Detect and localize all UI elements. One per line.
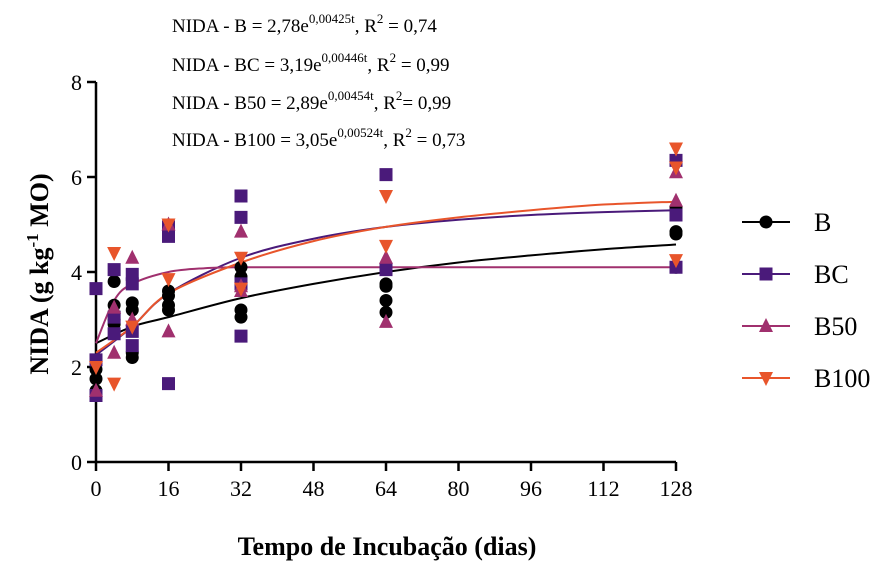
data-point-bc (379, 263, 393, 277)
data-point-b100 (669, 142, 683, 157)
data-point-b100 (89, 361, 103, 375)
equations: NIDA - B = 2,78e0,00425t, R2 = 0,74 NIDA… (172, 11, 465, 151)
y-tick-label: 8 (71, 70, 82, 95)
data-points (89, 142, 683, 402)
fit-curve-b100 (95, 200, 677, 354)
data-point-bc (125, 277, 139, 291)
data-point-b100 (234, 282, 248, 297)
legend-label-bc: BC (814, 260, 849, 289)
fit-curve-b (95, 243, 677, 345)
data-point-b (162, 289, 175, 303)
data-point-b100 (379, 239, 393, 254)
legend-label-b100: B100 (814, 364, 870, 393)
data-point-b100 (669, 161, 683, 176)
data-point-bc (234, 189, 248, 203)
x-tick-label: 64 (375, 476, 397, 501)
data-point-b100 (107, 247, 122, 261)
legend-label-b: B (814, 208, 831, 237)
x-tick-label: 96 (520, 476, 542, 501)
data-point-b100 (161, 273, 176, 288)
data-point-b50 (89, 382, 103, 397)
x-tick-label: 48 (303, 476, 325, 501)
data-point-b (107, 275, 121, 288)
data-point-bc (89, 282, 103, 296)
x-tick-label: 0 (91, 476, 102, 501)
data-point-b50 (379, 313, 393, 328)
equation-b100: NIDA - B100 = 3,05e0,00524t, R2 = 0,73 (172, 125, 465, 151)
data-point-b50 (125, 249, 140, 264)
data-point-b (162, 303, 175, 317)
equation-b50: NIDA - B50 = 2,89e0,00454t, R2= 0,99 (172, 88, 451, 114)
data-point-bc (379, 168, 393, 182)
y-tick-label: 0 (71, 450, 82, 475)
x-tick-label: 128 (660, 476, 693, 501)
data-point-b50 (107, 344, 122, 359)
legend-label-b50: B50 (814, 312, 857, 341)
data-point-b50 (379, 249, 393, 264)
legend-marker-b (759, 215, 773, 229)
data-point-b100 (125, 320, 140, 335)
data-point-b100 (234, 251, 248, 266)
data-point-b50 (234, 223, 248, 238)
data-point-b100 (669, 254, 683, 269)
data-point-bc (107, 310, 121, 324)
legend-marker-bc (759, 267, 773, 281)
data-point-bc (162, 377, 175, 391)
x-axis-label: Tempo de Incubação (dias) (238, 532, 537, 561)
data-point-bc (125, 339, 139, 353)
legend-marker-b50 (759, 318, 773, 332)
data-point-b50 (161, 323, 176, 338)
x-tick-label: 32 (230, 476, 252, 501)
data-point-b50 (107, 299, 122, 314)
data-point-b (125, 351, 139, 364)
y-tick-label: 6 (71, 165, 82, 190)
x-tick-label: 16 (158, 476, 180, 501)
data-point-bc (107, 263, 121, 277)
y-tick-label: 4 (71, 260, 82, 285)
data-point-b50 (669, 192, 683, 207)
data-point-b (234, 260, 248, 274)
data-point-b100 (161, 218, 176, 233)
data-point-b (379, 294, 393, 307)
legend-marker-b100 (759, 372, 773, 386)
x-tick-label: 80 (448, 476, 470, 501)
data-point-bc (669, 208, 683, 222)
data-point-bc (234, 210, 248, 224)
data-point-b (125, 303, 139, 317)
data-point-b (234, 310, 248, 324)
y-tick-label: 2 (71, 355, 82, 380)
data-point-bc (234, 329, 248, 343)
data-point-b (669, 227, 683, 241)
equation-b: NIDA - B = 2,78e0,00425t, R2 = 0,74 (172, 11, 437, 37)
y-axis-label: NIDA (g kg-1 MO) (23, 173, 54, 374)
data-point-b (89, 372, 103, 386)
data-point-b (379, 279, 393, 293)
data-point-b100 (379, 190, 393, 204)
data-point-bc (107, 327, 121, 341)
data-point-b100 (107, 377, 122, 392)
legend: B BC B50 B100 (742, 208, 870, 393)
data-point-b (379, 305, 393, 319)
data-point-bc (162, 229, 175, 243)
x-tick-label: 112 (587, 476, 619, 501)
equation-bc: NIDA - BC = 3,19e0,00446t, R2 = 0,99 (172, 50, 450, 76)
